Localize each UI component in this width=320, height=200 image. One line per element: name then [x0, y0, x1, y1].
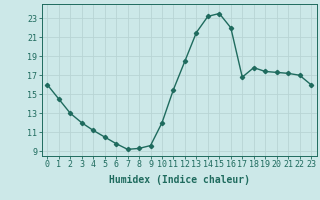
X-axis label: Humidex (Indice chaleur): Humidex (Indice chaleur) — [109, 175, 250, 185]
